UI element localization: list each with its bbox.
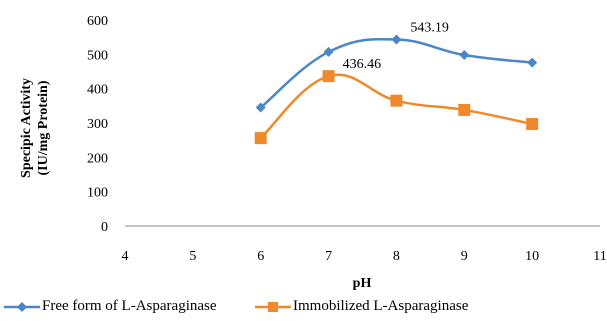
y-tick-label: 200 [87, 151, 108, 166]
y-tick-labels: 0 100 200 300 400 500 600 [87, 14, 108, 235]
y-tick-label: 300 [87, 117, 108, 132]
legend: Free form of L-Asparaginase Immobilized … [0, 298, 607, 321]
y-axis-title-line1: Specipic Activity [19, 78, 34, 178]
y-axis-title-line2: (IU/mg Protein) [36, 80, 51, 175]
line-chart: 0 100 200 300 400 500 600 4 5 6 7 8 9 10 11 543.19 436… [19, 14, 607, 291]
x-tick-label: 4 [122, 249, 129, 264]
legend-label-free: Free form of L-Asparaginase [42, 298, 217, 314]
y-tick-label: 0 [101, 220, 108, 235]
data-point-diamond [459, 50, 470, 61]
series-layer [254, 34, 539, 145]
y-tick-label: 600 [87, 14, 108, 29]
y-tick-label: 500 [87, 48, 108, 63]
x-tick-label: 9 [461, 249, 468, 264]
data-point-square [254, 132, 267, 145]
data-point-diamond [527, 57, 538, 68]
x-tick-label: 11 [593, 249, 606, 264]
data-label-annotation: 436.46 [343, 57, 382, 72]
x-axis-title: pH [353, 276, 372, 291]
data-label-annotation: 543.19 [410, 21, 449, 36]
legend-item-free: Free form of L-Asparaginase [4, 298, 217, 315]
x-tick-label: 5 [189, 249, 196, 264]
data-point-square [390, 94, 403, 107]
legend-marker-square-icon [255, 301, 291, 312]
y-axis-title: Specipic Activity (IU/mg Protein) [19, 78, 51, 178]
x-tick-label: 7 [325, 249, 332, 264]
x-tick-label: 10 [525, 249, 539, 264]
data-point-diamond [391, 34, 402, 45]
data-point-diamond [255, 102, 266, 113]
y-tick-label: 400 [87, 83, 108, 98]
x-tick-labels: 4 5 6 7 8 9 10 11 [122, 249, 607, 264]
legend-marker-diamond-icon [4, 301, 40, 312]
x-tick-label: 6 [257, 249, 264, 264]
data-labels: 543.19 436.46 [343, 21, 449, 73]
legend-item-immobilized: Immobilized L-Asparaginase [255, 298, 468, 315]
data-point-square [322, 70, 335, 83]
x-tick-label: 8 [393, 249, 400, 264]
data-point-square [458, 103, 471, 116]
y-tick-label: 100 [87, 186, 108, 201]
data-point-square [526, 118, 539, 131]
legend-label-immobilized: Immobilized L-Asparaginase [293, 298, 469, 314]
data-point-diamond [323, 46, 334, 57]
